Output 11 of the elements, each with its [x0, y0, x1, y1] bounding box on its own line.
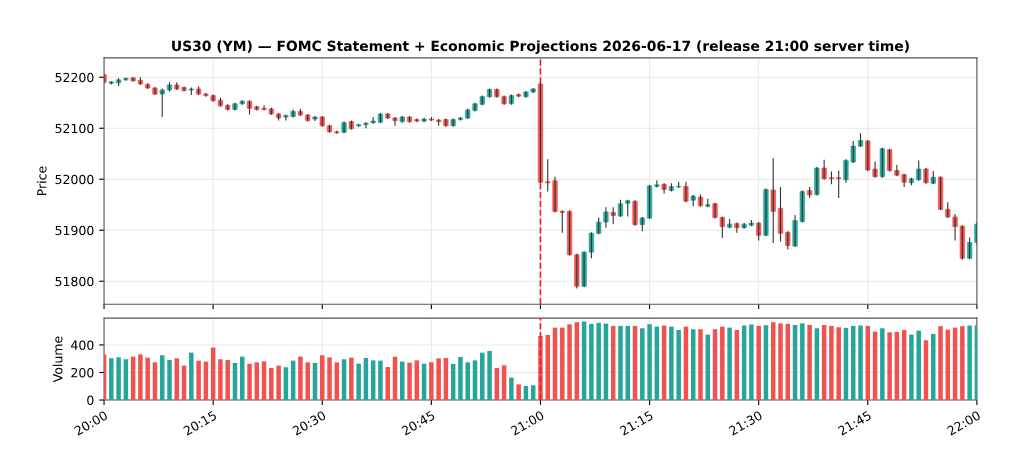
y-tick-label: 51900 — [55, 225, 94, 236]
y-tick-label: 0 — [87, 395, 94, 405]
y-tick-label: 200 — [71, 367, 94, 378]
y-tick-label: 52000 — [55, 174, 94, 185]
y-axis-title: Volume — [52, 336, 63, 383]
y-tick-label: 52200 — [55, 72, 94, 83]
y-tick-label: 52100 — [55, 123, 94, 134]
y-tick-label: 400 — [71, 340, 94, 350]
y-tick-label: 51800 — [55, 276, 94, 287]
chart-title: US30 (YM) — FOMC Statement + Economic Projections 2026-06-17 (release 21:00 server time) — [172, 40, 909, 54]
y-axis-title: Price — [36, 166, 47, 196]
